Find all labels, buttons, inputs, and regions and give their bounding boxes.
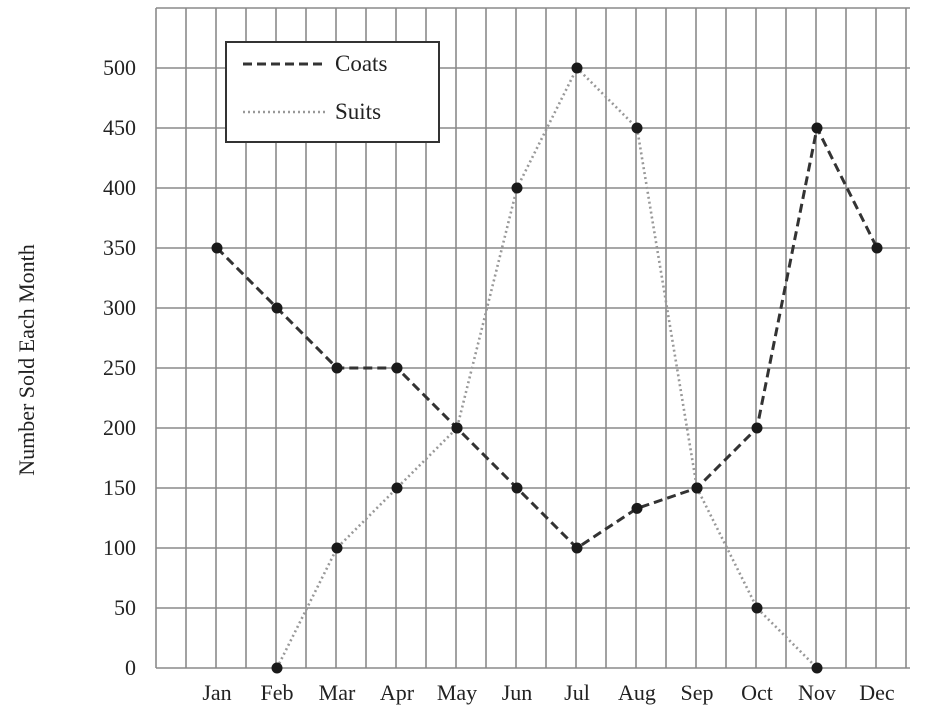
data-point-coats xyxy=(871,242,883,254)
x-tick-label: Mar xyxy=(319,680,356,705)
data-point-coats xyxy=(391,362,403,374)
data-point-suits xyxy=(631,122,643,134)
x-tick-label: Jul xyxy=(564,680,590,705)
series xyxy=(211,62,883,674)
data-point-suits xyxy=(511,182,523,194)
x-tick-label: Jan xyxy=(202,680,231,705)
data-point-suits xyxy=(451,422,463,434)
data-point-suits xyxy=(571,62,583,74)
y-tick-label: 200 xyxy=(103,415,136,440)
x-tick-label: May xyxy=(437,680,477,705)
y-tick-label: 100 xyxy=(103,535,136,560)
y-axis-ticks: 0 50 100 150 200 250 300 350 400 450 500 xyxy=(103,55,136,680)
data-point-coats xyxy=(751,422,763,434)
y-tick-label: 300 xyxy=(103,295,136,320)
x-tick-label: Oct xyxy=(741,680,773,705)
legend-label-suits: Suits xyxy=(335,99,381,124)
y-axis-title: Number Sold Each Month xyxy=(14,244,39,476)
x-tick-label: Jun xyxy=(502,680,533,705)
x-tick-label: Feb xyxy=(261,680,294,705)
data-point-coats xyxy=(811,122,823,134)
legend: Coats Suits xyxy=(225,41,440,143)
y-tick-label: 350 xyxy=(103,235,136,260)
y-tick-label: 0 xyxy=(125,655,136,680)
y-tick-label: 450 xyxy=(103,115,136,140)
x-tick-label: Nov xyxy=(798,680,836,705)
data-point-coats xyxy=(271,302,283,314)
x-axis-ticks: Jan Feb Mar Apr May Jun Jul Aug Sep Oct Nov Dec xyxy=(202,680,895,705)
data-point-suits xyxy=(811,662,823,674)
data-point-suits xyxy=(751,602,763,614)
y-tick-label: 50 xyxy=(114,595,136,620)
y-tick-label: 250 xyxy=(103,355,136,380)
legend-label-coats: Coats xyxy=(335,51,387,76)
series-line-coats xyxy=(215,126,879,550)
data-point-suits xyxy=(391,482,403,494)
data-point-coats xyxy=(511,482,523,494)
y-tick-label: 500 xyxy=(103,55,136,80)
data-point-coats xyxy=(571,542,583,554)
x-tick-label: Dec xyxy=(859,680,895,705)
x-tick-label: Apr xyxy=(380,680,415,705)
x-tick-label: Aug xyxy=(618,680,656,705)
legend-box xyxy=(225,41,440,143)
data-point-suits xyxy=(271,662,283,674)
data-point-coats xyxy=(211,242,223,254)
data-point-coats xyxy=(331,362,343,374)
data-point-suits xyxy=(691,482,703,494)
data-point-suits xyxy=(331,542,343,554)
x-tick-label: Sep xyxy=(681,680,714,705)
y-tick-label: 400 xyxy=(103,175,136,200)
data-point-coats xyxy=(631,502,643,514)
y-tick-label: 150 xyxy=(103,475,136,500)
series-line-suits xyxy=(275,66,818,669)
